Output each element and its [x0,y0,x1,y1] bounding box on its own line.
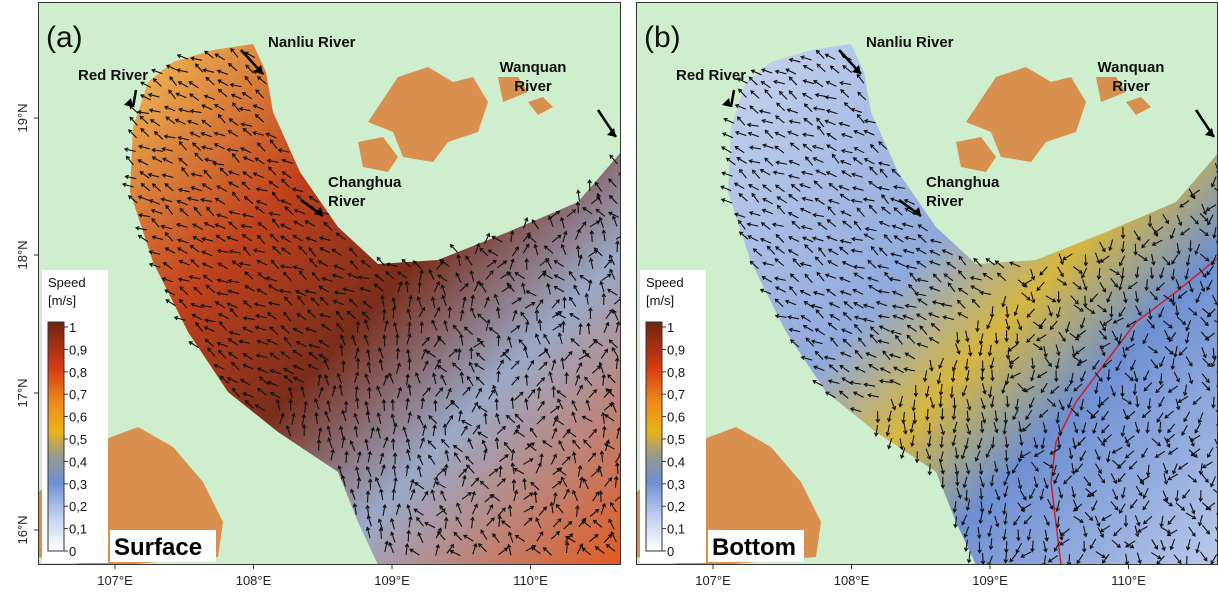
colorbar-title: Speed [48,275,86,290]
river-label: River [926,193,964,210]
colorbar-tick-label: 0,6 [667,410,685,425]
colorbar-tick-label: 1 [69,320,76,335]
x-tick-label: 109°E [972,573,1008,588]
layer-label: Bottom [712,534,796,561]
river-label: Nanliu River [866,34,954,51]
river-label: Changhua [328,174,402,191]
colorbar-tick-label: 0 [69,544,76,559]
x-tick-label: 110°E [1111,573,1146,588]
river-label: River [328,193,366,210]
colorbar-tick-label: 0,7 [69,387,87,402]
map-panel: (a) Red River Nanliu River Changhua River Wan… [38,2,621,565]
colorbar-tick-label: 0,5 [69,432,87,447]
colorbar-tick-label: 1 [667,320,674,335]
colorbar [646,322,662,551]
colorbar-unit: [m/s] [646,293,674,308]
x-tick-label: 108°E [834,573,870,588]
colorbar-tick-label: 0,2 [69,499,87,514]
y-tick-label: 17°N [15,378,30,407]
river-label: River [1112,78,1150,95]
x-tick-label: 107°E [695,573,731,588]
river-label: River [514,78,552,95]
y-tick-label: 19°N [15,103,30,132]
colorbar-tick-label: 0,9 [667,342,685,357]
colorbar-tick-label: 0,9 [69,342,87,357]
colorbar-tick-label: 0,6 [69,410,87,425]
colorbar-title: Speed [646,275,684,290]
river-label: Nanliu River [268,34,356,51]
colorbar [48,322,64,551]
colorbar-tick-label: 0,1 [69,522,87,537]
colorbar-tick-label: 0,5 [667,432,685,447]
y-axis: 19°N 18°N 17°N 16°N [0,0,40,592]
x-axis: 107°E 108°E 109°E 110°E 107°E 108°E 109°E 110°E [0,565,1218,592]
panel-label: (a) [46,21,83,54]
x-tick-label: 110°E [513,573,548,588]
colorbar-tick-label: 0,8 [667,365,685,380]
panel-label: (b) [644,21,681,54]
colorbar-tick-label: 0,8 [69,365,87,380]
colorbar-tick-label: 0 [667,544,674,559]
river-label: Changhua [926,174,1000,191]
colorbar-tick-label: 0,3 [69,477,87,492]
colorbar-tick-label: 0,4 [69,454,87,469]
layer-label: Surface [114,534,202,561]
figure: 19°N18°N17°N16°N 107°E108°E109°E110°E107… [0,0,1218,592]
x-tick-label: 109°E [374,573,410,588]
colorbar-tick-label: 0,4 [667,454,685,469]
colorbar-tick-label: 0,1 [667,522,685,537]
colorbar-tick-label: 0,3 [667,477,685,492]
map-panel: (b) Red River Nanliu River Changhua River Wan… [636,2,1218,565]
y-tick-label: 16°N [15,515,30,544]
river-label: Wanquan [1098,59,1165,76]
x-tick-label: 107°E [97,573,133,588]
colorbar-tick-label: 0,2 [667,499,685,514]
river-label: Wanquan [500,59,567,76]
river-label: Red River [676,67,746,84]
colorbar-unit: [m/s] [48,293,76,308]
river-label: Red River [78,67,148,84]
y-tick-label: 18°N [15,240,30,269]
colorbar-tick-label: 0,7 [667,387,685,402]
x-tick-label: 108°E [236,573,272,588]
